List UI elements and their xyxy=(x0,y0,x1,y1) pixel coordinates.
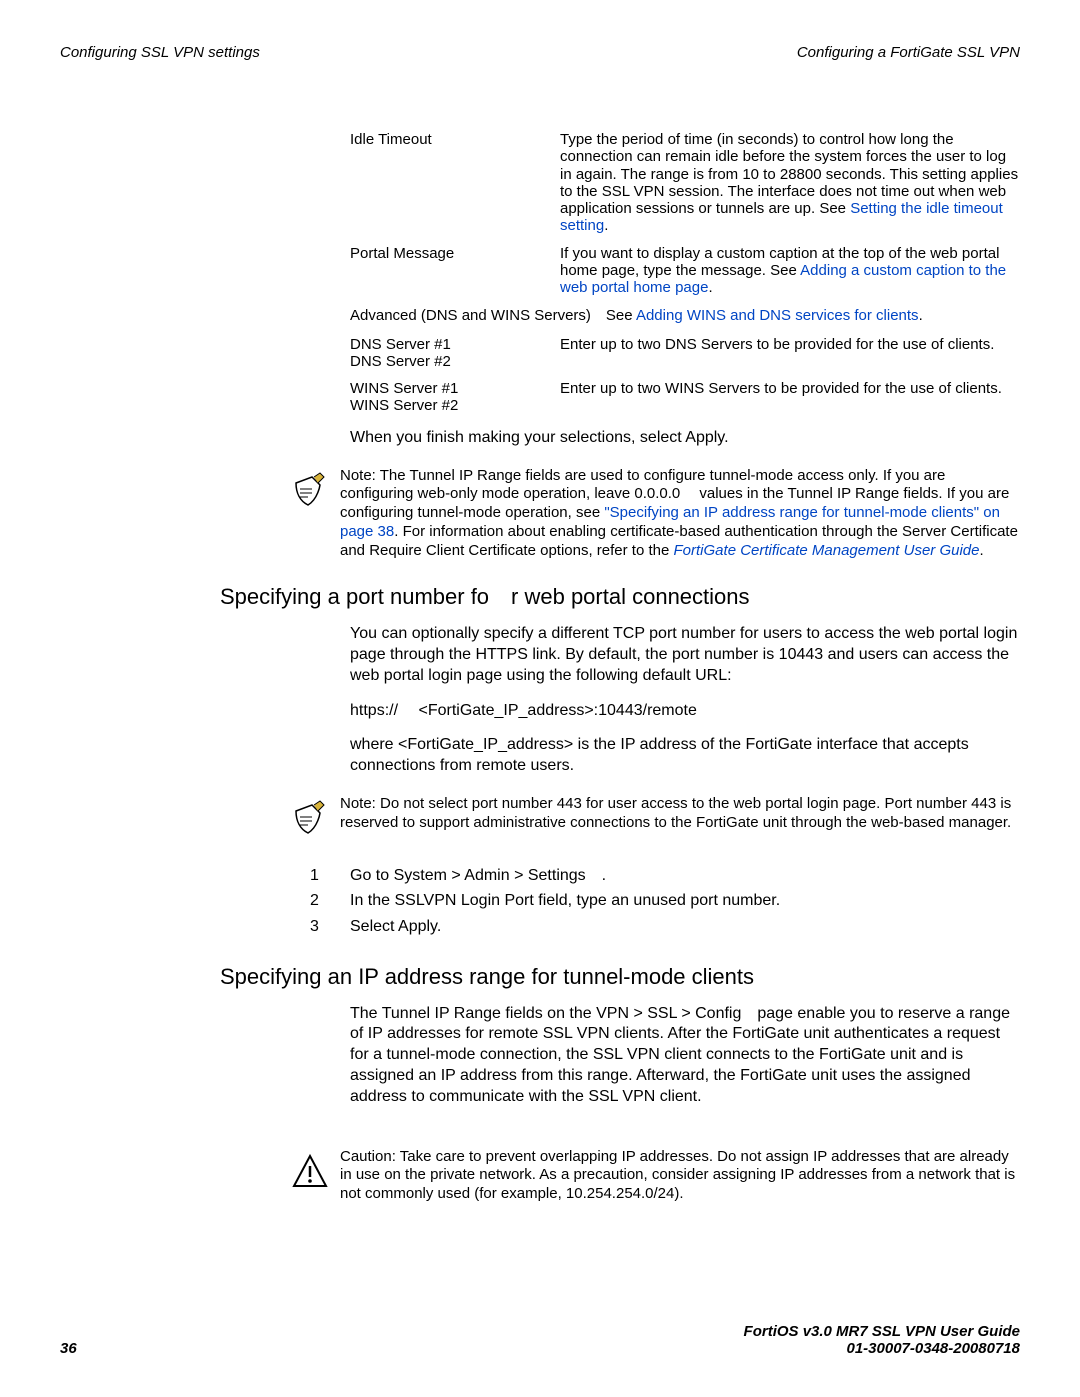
body-paragraph: You can optionally specify a different T… xyxy=(350,624,1020,686)
section-heading: Specifying an IP address range for tunne… xyxy=(220,964,1020,990)
note-block: Note: The Tunnel IP Range fields are use… xyxy=(290,467,1020,561)
body-paragraph: When you finish making your selections, … xyxy=(350,428,1020,449)
header-right: Configuring a FortiGate SSL VPN xyxy=(797,44,1020,61)
advanced-row: Advanced (DNS and WINS Servers) See Addi… xyxy=(350,306,1020,326)
section-heading: Specifying a port number fo r web portal… xyxy=(220,584,1020,610)
table-row: Portal Message If you want to display a … xyxy=(350,245,1020,297)
footer-line: FortiOS v3.0 MR7 SSL VPN User Guide xyxy=(744,1323,1020,1340)
row-label: DNS Server #1 DNS Server #2 xyxy=(350,336,560,370)
row-label: Idle Timeout xyxy=(350,131,560,148)
row-desc: Enter up to two WINS Servers to be provi… xyxy=(560,380,1020,397)
table-row: Idle Timeout Type the period of time (in… xyxy=(350,131,1020,235)
table-row: WINS Server #1 WINS Server #2 Enter up t… xyxy=(350,380,1020,414)
body-paragraph: where <FortiGate_IP_address> is the IP a… xyxy=(350,735,1020,777)
note-icon xyxy=(290,467,340,517)
row-desc: Enter up to two DNS Servers to be provid… xyxy=(560,336,1020,353)
note-block: Note: Do not select port number 443 for … xyxy=(290,795,1020,845)
page-footer: 36 FortiOS v3.0 MR7 SSL VPN User Guide 0… xyxy=(60,1323,1020,1357)
page-number: 36 xyxy=(60,1340,77,1357)
footer-line: 01-30007-0348-20080718 xyxy=(744,1340,1020,1357)
list-item: 1Go to System > Admin > Settings . xyxy=(310,863,1020,889)
numbered-list: 1Go to System > Admin > Settings . 2In t… xyxy=(310,863,1020,940)
table-row: DNS Server #1 DNS Server #2 Enter up to … xyxy=(350,336,1020,370)
caution-icon xyxy=(290,1148,340,1198)
note-icon xyxy=(290,795,340,845)
header-left: Configuring SSL VPN settings xyxy=(60,44,260,61)
row-label: Portal Message xyxy=(350,245,560,262)
settings-table: Idle Timeout Type the period of time (in… xyxy=(350,131,1020,414)
row-desc: If you want to display a custom caption … xyxy=(560,245,1020,297)
link[interactable]: FortiGate Certificate Management User Gu… xyxy=(674,542,980,559)
body-paragraph: The Tunnel IP Range fields on the VPN > … xyxy=(350,1004,1020,1108)
list-item: 3Select Apply. xyxy=(310,914,1020,940)
list-item: 2In the SSLVPN Login Port field, type an… xyxy=(310,888,1020,914)
body-paragraph: https:// <FortiGate_IP_address>:10443/re… xyxy=(350,701,1020,722)
row-desc: Type the period of time (in seconds) to … xyxy=(560,131,1020,235)
link[interactable]: Adding WINS and DNS services for clients xyxy=(636,307,919,324)
caution-block: Caution: Take care to prevent overlappin… xyxy=(290,1148,1020,1204)
row-label: WINS Server #1 WINS Server #2 xyxy=(350,380,560,414)
